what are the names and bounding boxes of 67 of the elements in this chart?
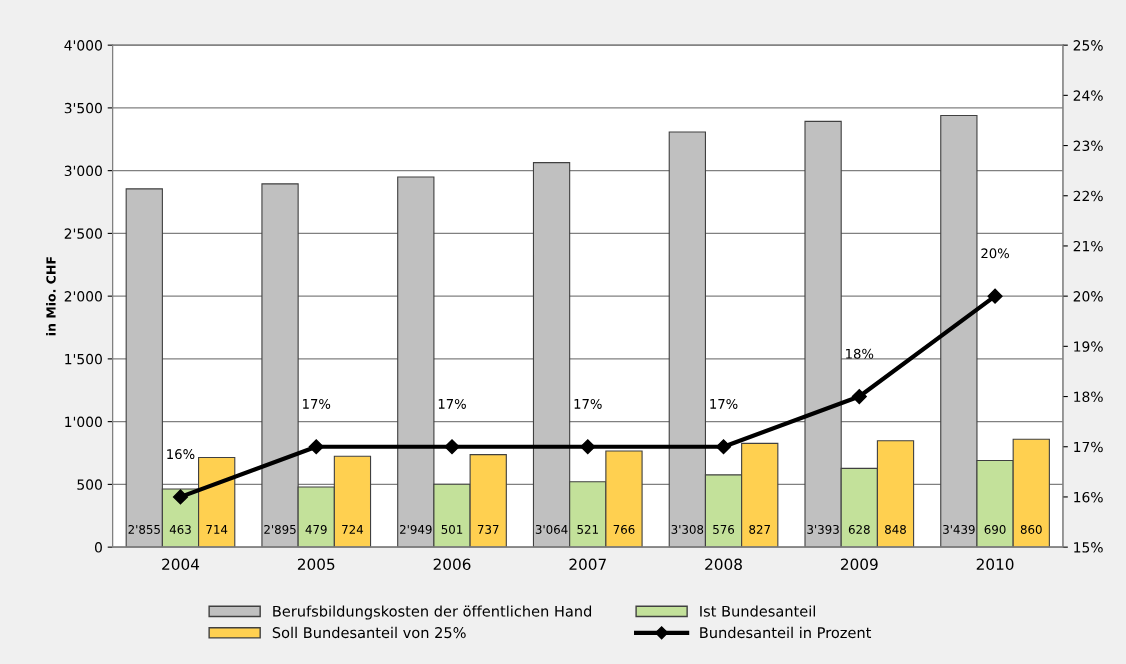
x-tick-label: 2004 <box>162 558 200 571</box>
point <box>987 288 1003 304</box>
y2-tick-label: 15% <box>1074 542 1103 553</box>
y2-tick-label: 25% <box>1073 40 1103 51</box>
y2-tick-label: 20% <box>1073 291 1103 302</box>
data-label: 17% <box>710 398 738 409</box>
y-axis-title: in Mio. CHF <box>46 257 56 336</box>
data-label: 3'308 <box>671 524 704 534</box>
y-tick-label: 500 <box>77 479 102 490</box>
data-label: 17% <box>574 398 602 409</box>
data-label: 724 <box>342 524 364 534</box>
y-tick-label: 3'500 <box>64 102 102 114</box>
data-label: 576 <box>713 524 735 534</box>
point <box>851 388 867 405</box>
data-label: 16% <box>167 449 195 460</box>
data-label: 2'895 <box>264 524 296 534</box>
y-tick-label: 2'000 <box>64 291 102 302</box>
legend-label: Soll Bundesanteil von 25% <box>272 626 466 639</box>
y2-tick-label: 22% <box>1073 190 1103 202</box>
legend-label: Berufsbildungskosten der öffentlichen Hand <box>273 605 592 620</box>
y-tick-label: 0 <box>94 542 102 553</box>
legend-label: Ist Bundesanteil <box>700 605 815 617</box>
y2-tick-label: 21% <box>1073 240 1103 252</box>
y-tick-label: 1'500 <box>65 353 102 365</box>
data-label: 3'064 <box>535 524 568 534</box>
data-label: 521 <box>577 524 598 534</box>
data-label: 20% <box>981 248 1009 259</box>
point <box>172 489 189 505</box>
y2-tick-label: 17% <box>1074 441 1103 453</box>
legend-label: Bundesanteil in Prozent <box>700 626 872 639</box>
data-label: 766 <box>613 524 635 534</box>
x-tick-label: 2005 <box>297 558 335 571</box>
y2-tick-label: 24% <box>1073 90 1103 101</box>
x-tick-label: 2008 <box>705 558 742 571</box>
data-label: 3'439 <box>943 524 975 534</box>
x-tick-label: 2007 <box>569 558 606 571</box>
y2-tick-label: 16% <box>1074 491 1103 503</box>
y-tick-label: 2'500 <box>64 228 102 239</box>
x-tick-label: 2006 <box>433 558 471 571</box>
data-label: 3'393 <box>807 524 839 534</box>
x-tick-label: 2010 <box>976 558 1014 571</box>
data-label: 18% <box>846 348 874 359</box>
data-label: 463 <box>169 524 191 534</box>
data-label: 17% <box>303 398 331 409</box>
y2-tick-label: 23% <box>1073 140 1103 152</box>
data-label: 690 <box>984 524 1006 534</box>
y2-tick-label: 19% <box>1074 341 1103 352</box>
data-label: 860 <box>1020 524 1042 534</box>
data-label: 737 <box>477 524 499 534</box>
data-label: 501 <box>441 524 463 534</box>
data-label: 714 <box>206 525 228 534</box>
point <box>715 439 732 455</box>
data-label: 17% <box>438 398 466 409</box>
data-label: 2'855 <box>128 524 160 534</box>
y-tick-label: 4'000 <box>64 40 102 51</box>
point <box>308 439 324 455</box>
y-tick-label: 1'000 <box>65 416 102 428</box>
data-label: 827 <box>749 524 770 534</box>
point <box>444 439 460 455</box>
point <box>580 439 596 455</box>
x-tick-label: 2009 <box>840 558 878 571</box>
y-tick-label: 3'000 <box>64 165 102 177</box>
data-label: 479 <box>305 524 327 534</box>
data-label: 2'949 <box>400 524 432 534</box>
data-label: 628 <box>848 524 870 534</box>
y2-tick-label: 18% <box>1074 391 1103 403</box>
data-label: 848 <box>885 524 906 534</box>
